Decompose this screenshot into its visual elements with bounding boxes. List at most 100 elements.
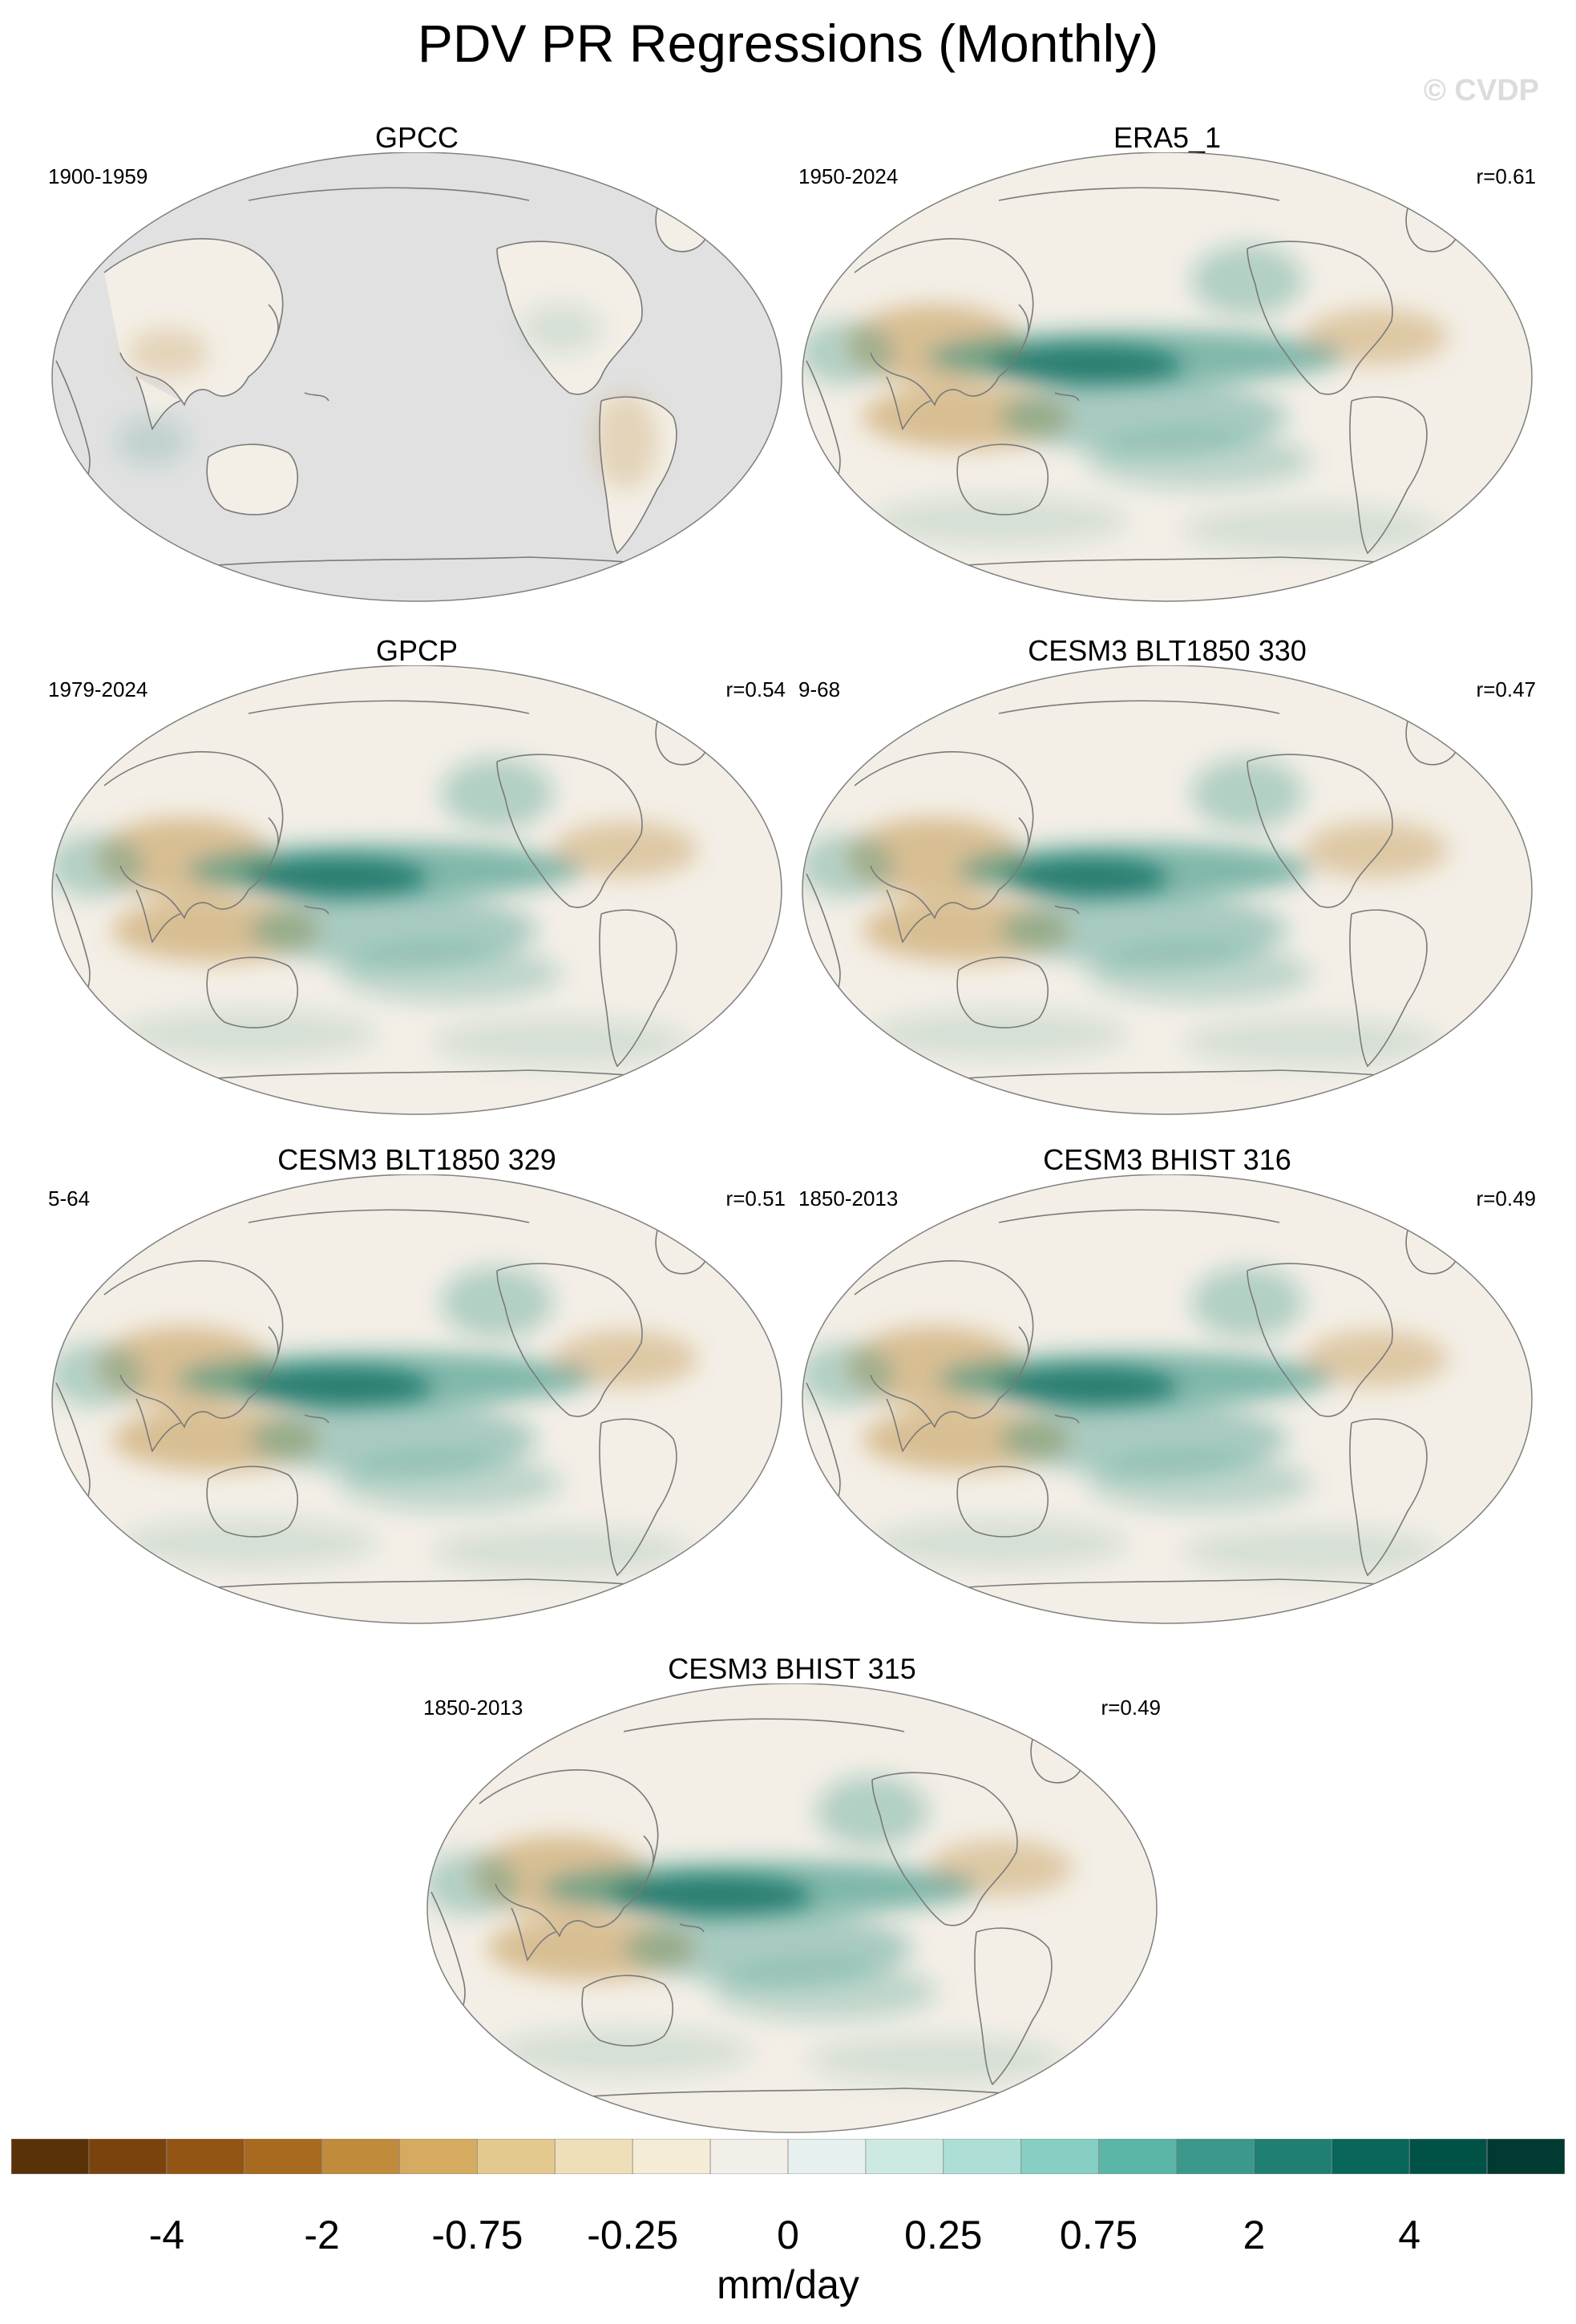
colorbar-box — [88, 2139, 168, 2174]
colorbar-box — [1254, 2139, 1332, 2174]
panel-title: ERA5_1 — [1113, 121, 1222, 154]
map-panel: CESM3 BHIST 315 1850-2013 r=0.49 — [423, 1651, 1161, 2133]
anomaly-field — [441, 758, 553, 830]
anomaly-field — [996, 1366, 1178, 1408]
panel-title: CESM3 BHIST 316 — [1043, 1143, 1291, 1176]
anomaly-field — [521, 305, 601, 353]
anomaly-field — [441, 1267, 553, 1339]
anomaly-field — [1087, 433, 1311, 489]
anomaly-field — [802, 1343, 895, 1407]
anomaly-field — [116, 417, 188, 465]
panel-title: GPCC — [374, 121, 459, 154]
colorbar-box — [477, 2139, 556, 2174]
colorbar-box — [11, 2139, 90, 2174]
map-panel: CESM3 BLT1850 330 9-68 r=0.47 — [798, 633, 1536, 1115]
panel-period: 9-68 — [798, 677, 841, 701]
colorbar-box — [787, 2139, 867, 2174]
panel-period: 1950-2024 — [798, 164, 899, 188]
map-border — [426, 1683, 1158, 2133]
colorbar-tick-label: -0.75 — [431, 2213, 523, 2257]
panel-correlation: r=0.54 — [725, 677, 786, 701]
panel-title: CESM3 BHIST 315 — [668, 1652, 916, 1685]
colorbar-box — [865, 2139, 944, 2174]
anomaly-field — [337, 946, 561, 1002]
colorbar-box — [244, 2139, 323, 2174]
panel-title: CESM3 BLT1850 330 — [1028, 634, 1307, 667]
anomaly-field — [120, 1010, 377, 1058]
map-border — [51, 665, 782, 1115]
anomaly-field — [1087, 1455, 1311, 1511]
anomaly-field — [427, 1852, 519, 1916]
anomaly-field — [1303, 309, 1448, 365]
colorbar-tick-label: -2 — [304, 2213, 340, 2257]
anomaly-field — [52, 834, 144, 898]
anomaly-field — [128, 329, 208, 377]
anomaly-field — [802, 321, 895, 385]
map-panel: GPCP 1979-2024 r=0.54 — [48, 633, 786, 1115]
anomaly-field — [871, 1010, 1127, 1058]
world-map — [426, 1683, 1158, 2133]
anomaly-field — [611, 1875, 813, 1917]
anomaly-field — [1303, 822, 1448, 878]
anomaly-field — [871, 1519, 1127, 1567]
anomaly-field — [871, 497, 1127, 545]
colorbar-tick-label: 0.75 — [1059, 2213, 1138, 2257]
anomaly-field — [433, 1018, 689, 1066]
colorbar-box — [399, 2139, 478, 2174]
map-panel: CESM3 BHIST 316 1850-2013 r=0.49 — [798, 1142, 1536, 1624]
map-border — [802, 152, 1533, 602]
anomaly-field — [1005, 857, 1169, 899]
map-panel: ERA5_1 1950-2024 r=0.61 — [798, 120, 1536, 602]
coastlines — [806, 187, 1465, 570]
anomaly-field — [433, 1527, 689, 1575]
map-panel: CESM3 BLT1850 329 5-64 r=0.51 — [48, 1142, 786, 1624]
anomaly-field — [1303, 1331, 1448, 1387]
colorbar-tick-label: 4 — [1398, 2213, 1421, 2257]
panel-period: 1850-2013 — [798, 1186, 899, 1211]
anomaly-field — [1087, 946, 1311, 1002]
world-map — [51, 1174, 782, 1624]
colorbar — [11, 2139, 1565, 2174]
map-border — [51, 1174, 782, 1624]
map-border — [51, 152, 782, 602]
colorbar-box — [166, 2139, 245, 2174]
panel-period: 1900-1959 — [48, 164, 148, 188]
panel-title: CESM3 BLT1850 329 — [277, 1143, 556, 1176]
panel-correlation: r=0.61 — [1476, 164, 1536, 188]
panel-period: 1979-2024 — [48, 677, 148, 701]
colorbar-tick-label: -0.25 — [587, 2213, 679, 2257]
map-border — [802, 665, 1533, 1115]
figure-title: PDV PR Regressions (Monthly) — [417, 14, 1159, 73]
colorbar-box — [1020, 2139, 1099, 2174]
anomaly-field — [553, 822, 697, 878]
panel-correlation: r=0.49 — [1101, 1696, 1161, 1720]
coastlines — [55, 1209, 714, 1592]
colorbar-box — [1486, 2139, 1565, 2174]
anomaly-field — [1183, 505, 1440, 553]
colorbar-box — [1331, 2139, 1410, 2174]
colorbar-box — [1176, 2139, 1255, 2174]
panel-correlation: r=0.49 — [1476, 1186, 1536, 1211]
panel-correlation: r=0.47 — [1476, 677, 1536, 701]
colorbar-box — [709, 2139, 789, 2174]
panel-correlation: r=0.51 — [725, 1186, 786, 1211]
anomaly-field — [52, 1343, 144, 1407]
anomaly-field — [553, 1331, 697, 1387]
world-map — [802, 1174, 1533, 1624]
anomaly-field — [1191, 758, 1303, 830]
anomaly-field — [245, 857, 428, 899]
world-map — [51, 665, 782, 1115]
anomaly-field — [808, 2036, 1065, 2084]
anomaly-field — [240, 1366, 433, 1408]
anomaly-field — [1183, 1018, 1440, 1066]
panel-period: 1850-2013 — [423, 1696, 523, 1720]
anomaly-field — [991, 344, 1183, 386]
colorbar-tick-label: 2 — [1243, 2213, 1266, 2257]
anomaly-field — [1183, 1527, 1440, 1575]
colorbar-box — [943, 2139, 1022, 2174]
anomaly-field — [120, 1519, 377, 1567]
anomaly-field — [337, 1455, 561, 1511]
anomaly-field — [1191, 245, 1303, 317]
colorbar-box — [632, 2139, 711, 2174]
colorbar-box — [1098, 2139, 1177, 2174]
